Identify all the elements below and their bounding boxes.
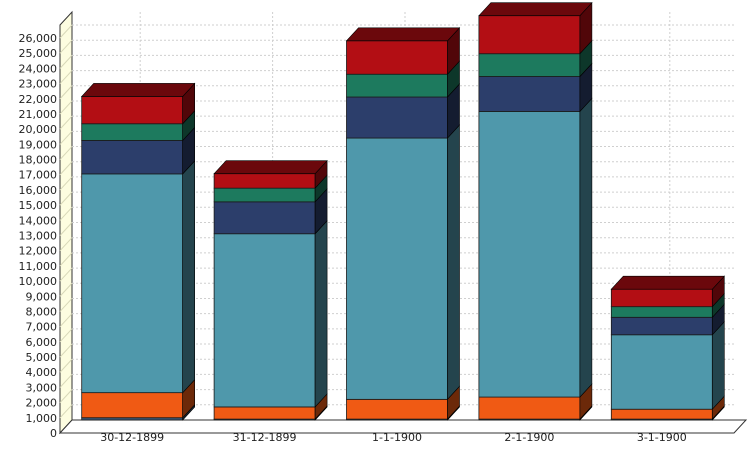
wall-gridline <box>59 131 73 145</box>
x-tick-label: 1-1-1900 <box>372 431 422 444</box>
bar-segment <box>478 1 593 55</box>
y-tick-label: 7,000 <box>26 321 58 334</box>
wall-gridline <box>59 55 73 69</box>
bar-segment <box>346 124 460 401</box>
wall-gridline <box>59 100 73 115</box>
bar-segment <box>81 126 195 175</box>
y-tick-label: 0 <box>50 427 57 440</box>
y-tick-label: 4,000 <box>26 366 58 379</box>
wall-gridline <box>59 191 73 206</box>
y-tick-label: 1,000 <box>26 412 58 425</box>
bar-segment <box>81 82 196 125</box>
y-tick-label: 12,000 <box>19 245 58 258</box>
bar-segment <box>610 275 725 308</box>
wall-gridline <box>59 358 73 373</box>
bar-segment <box>81 160 195 394</box>
bar-segment <box>213 188 328 235</box>
y-tick-label: 9,000 <box>26 290 58 303</box>
y-tick-label: 20,000 <box>19 123 58 136</box>
y-tick-label: 18,000 <box>19 154 58 167</box>
wall-gridline <box>59 70 73 84</box>
y-tick-label: 15,000 <box>19 199 58 212</box>
y-tick-label: 8,000 <box>26 305 58 318</box>
y-tick-label: 6,000 <box>26 336 58 349</box>
y-tick-label: 24,000 <box>19 62 58 75</box>
y-tick-label: 21,000 <box>19 108 58 121</box>
floor <box>58 419 748 434</box>
wall-gridline <box>59 146 73 160</box>
bar-segment <box>610 321 725 410</box>
y-tick-label: 17,000 <box>19 169 58 182</box>
bar-segment <box>478 383 593 420</box>
wall-gridline <box>59 389 73 403</box>
wall-gridline <box>59 85 73 100</box>
bar-segment <box>345 27 461 75</box>
y-tick-label: 22,000 <box>19 93 58 106</box>
x-tick-label: 30-12-1899 <box>100 431 164 444</box>
y-tick-label: 19,000 <box>19 138 58 151</box>
bar-segment <box>81 109 195 142</box>
x-tick-label: 31-12-1899 <box>233 431 297 444</box>
wall-gridline <box>59 206 73 221</box>
wall-gridline <box>59 237 73 252</box>
y-tick-label: 14,000 <box>19 214 58 227</box>
bar-segment <box>213 393 328 420</box>
wall-gridline <box>59 24 73 39</box>
y-tick-label: 2,000 <box>26 397 58 410</box>
y-tick-label: 23,000 <box>19 78 58 91</box>
wall-gridline <box>59 298 73 312</box>
bar-segment <box>213 159 328 189</box>
bar-segment <box>213 219 328 408</box>
wall-gridline <box>59 39 73 54</box>
x-tick-label: 3-1-1900 <box>637 431 687 444</box>
bar-segment <box>346 83 460 139</box>
wall-gridline <box>59 176 73 191</box>
wall-gridline <box>59 115 73 130</box>
y-tick-label: 5,000 <box>26 351 58 364</box>
wall-gridline <box>59 328 73 343</box>
wall-gridline <box>59 161 73 176</box>
bar-segment <box>478 39 593 78</box>
wall-gridline <box>59 343 73 358</box>
bar-segment <box>346 60 460 98</box>
wall-gridline <box>59 374 73 388</box>
wall-gridline <box>59 267 73 282</box>
y-tick-label: 26,000 <box>19 32 58 45</box>
wall-gridline <box>59 222 73 236</box>
y-tick-label: 25,000 <box>19 47 58 60</box>
wall-gridline <box>59 313 73 327</box>
wall-gridline <box>59 282 73 297</box>
y-tick-label: 10,000 <box>19 275 58 288</box>
y-tick-label: 16,000 <box>19 184 58 197</box>
y-tick-label: 13,000 <box>19 230 58 243</box>
wall-gridline <box>59 404 73 419</box>
wall-gridline <box>59 252 73 267</box>
x-tick-label: 2-1-1900 <box>504 431 554 444</box>
y-tick-label: 3,000 <box>26 381 58 394</box>
y-tick-label: 11,000 <box>19 260 58 273</box>
bar-segment <box>81 378 195 419</box>
bar-segment <box>478 97 593 398</box>
